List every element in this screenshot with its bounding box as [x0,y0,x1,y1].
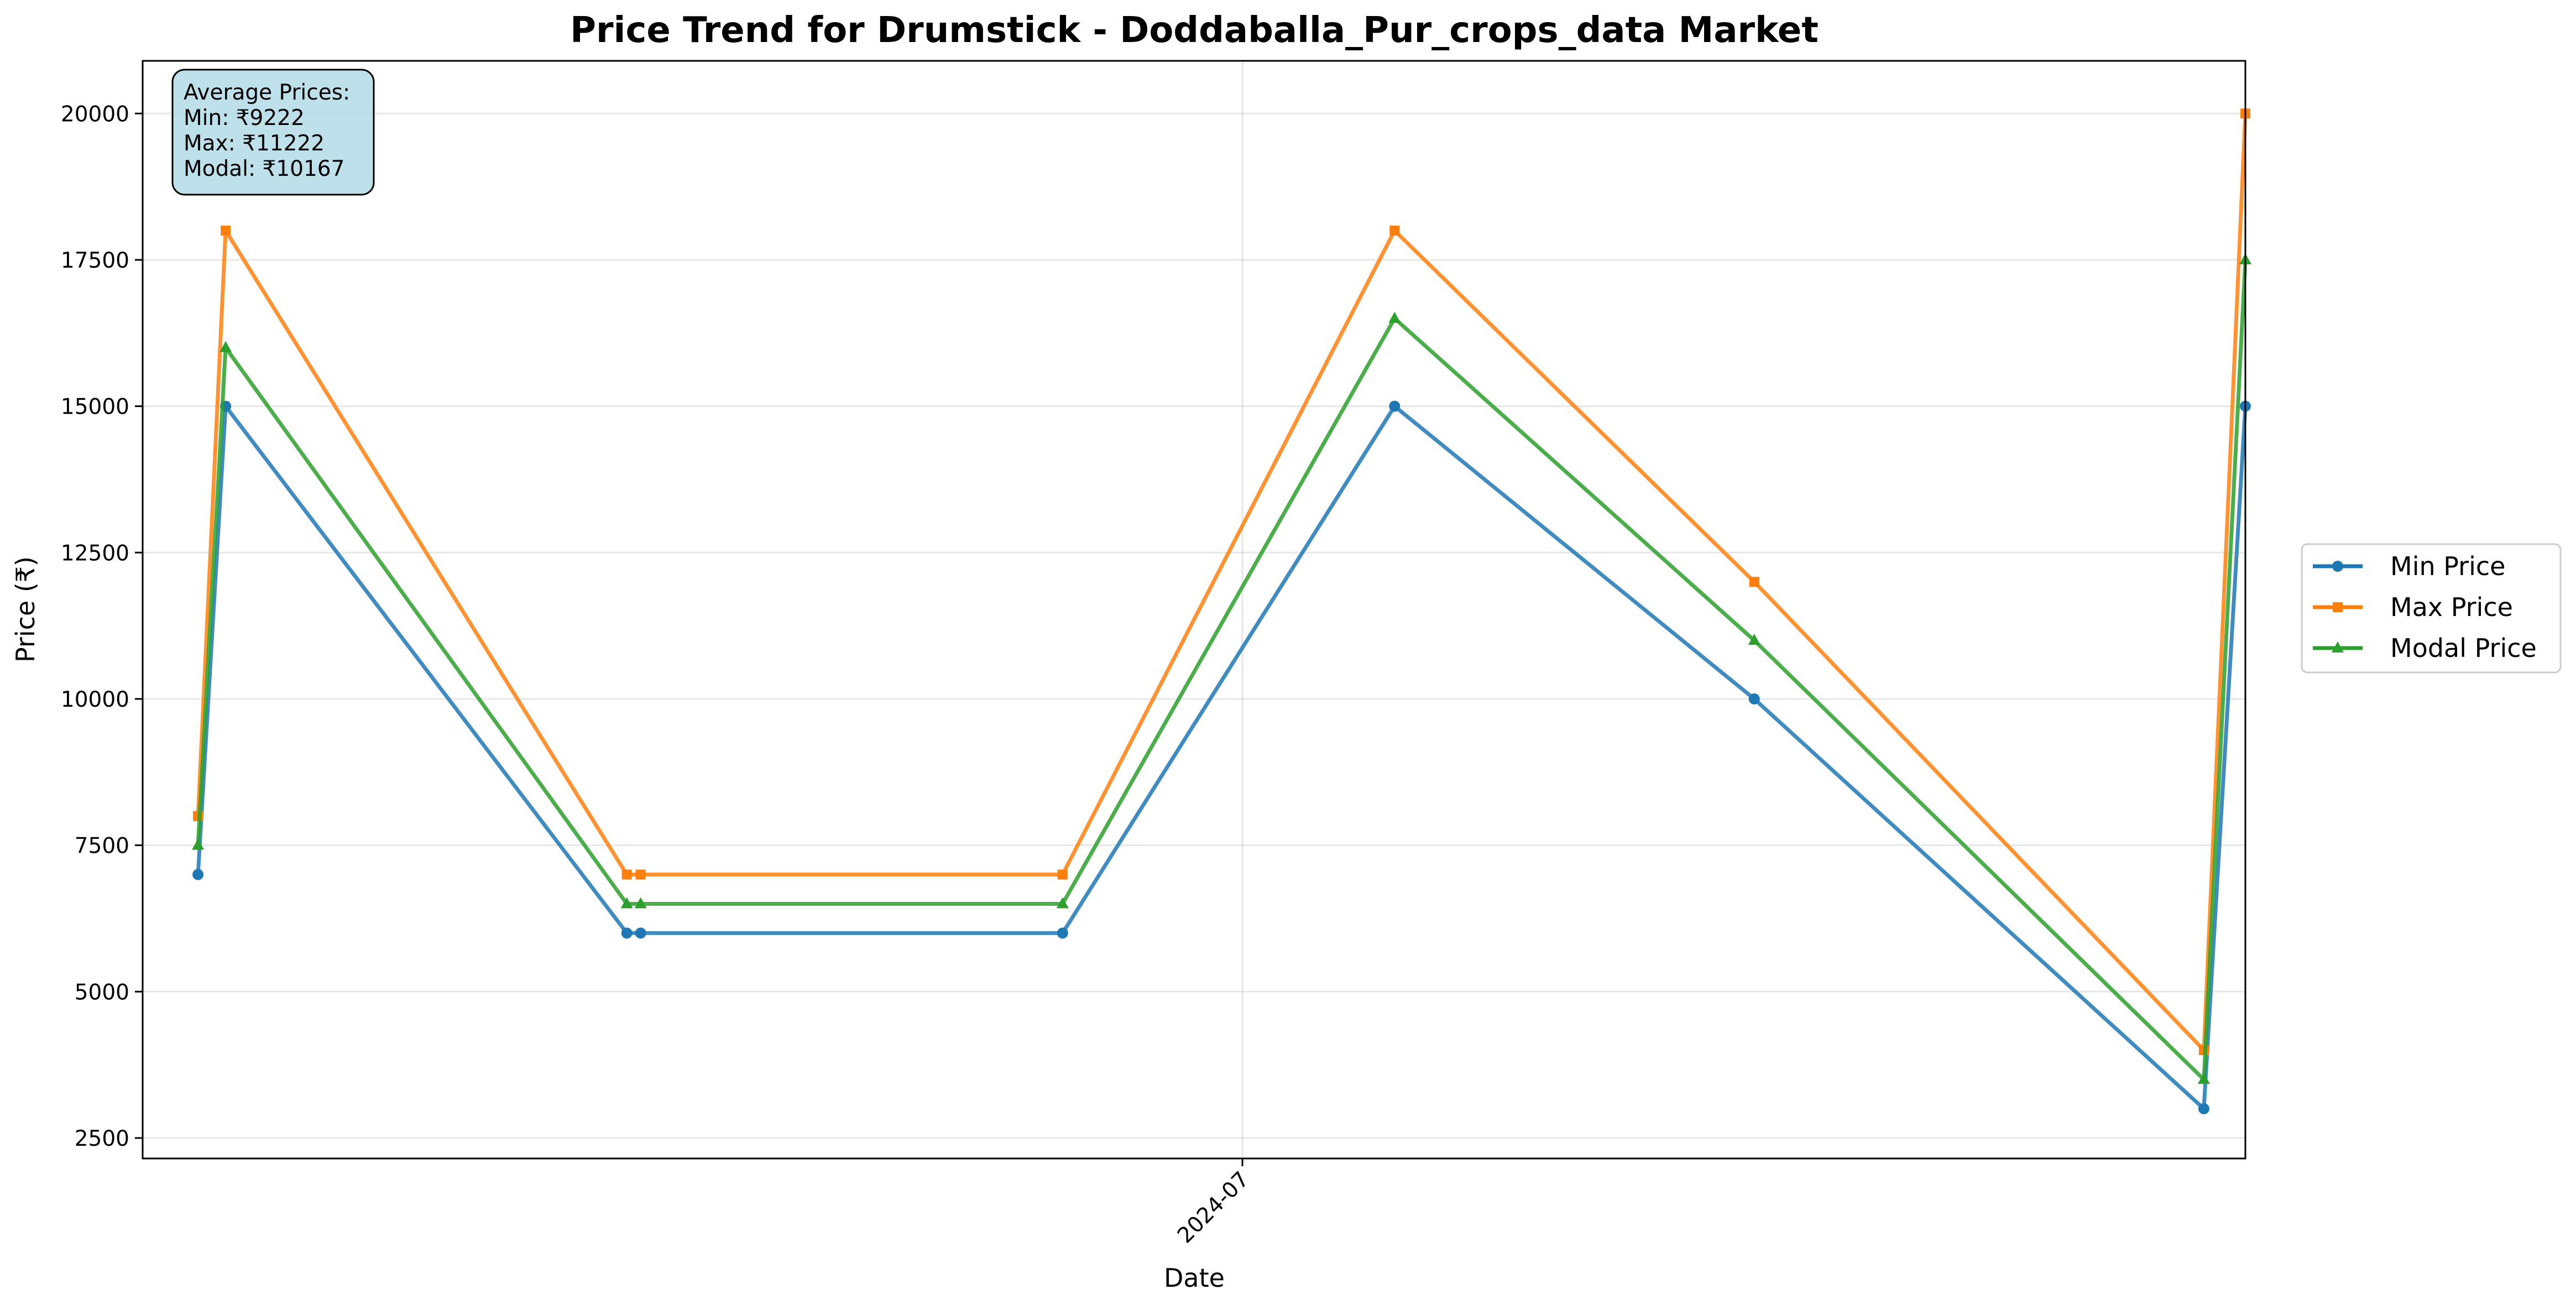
data-point-max-price [635,869,646,880]
data-point-modal-price [634,897,647,909]
data-point-min-price [1389,400,1401,412]
data-point-modal-price [220,341,232,352]
x-axis-label: Date [1164,1263,1225,1293]
data-point-min-price [2198,1103,2209,1115]
plot-frame [142,60,2246,1160]
legend-entry-min-price: Min Price [2313,551,2505,581]
y-tick-label: 15000 [61,395,129,420]
legend-label-modal-price: Modal Price [2390,633,2537,663]
data-point-min-price [635,927,646,939]
y-tick-label: 10000 [61,687,129,712]
y-tick-label: 17500 [61,248,129,273]
grid [143,61,2245,1158]
series-min-price [192,400,2251,1115]
y-tick-label: 20000 [61,102,129,127]
average-prices-heading: Average Prices: [184,80,350,105]
data-point-max-price [1749,577,1759,587]
data-point-min-price [621,927,633,939]
data-point-modal-price [1748,634,1760,645]
chart-title: Price Trend for Drumstick - Doddaballa_P… [570,10,1819,51]
y-axis: 2500 5000 7500 10000 12500 15000 17500 20000 [61,102,143,1151]
legend-marker-min-price [2332,561,2343,572]
legend-frame [2301,543,2562,674]
data-point-max-price [221,226,231,236]
average-modal-price: Modal: ₹10167 [184,156,344,181]
data-point-min-price [1057,927,1068,939]
average-max-price: Max: ₹11222 [184,131,325,156]
y-tick-label: 12500 [61,541,129,566]
y-tick-label: 5000 [75,980,129,1005]
data-point-modal-price [620,897,633,909]
data-point-min-price [192,869,204,880]
legend-marker-max-price [2333,602,2343,612]
legend: Min Price Max Price Modal Price [2301,543,2562,674]
data-point-max-price [621,869,632,880]
series-group [192,108,2251,1115]
data-point-modal-price [2197,1073,2210,1084]
y-axis-label: Price (₹) [11,556,40,662]
legend-label-min-price: Min Price [2390,551,2505,581]
data-point-modal-price [1388,311,1401,323]
data-point-max-price [1057,869,1068,880]
y-tick-label: 7500 [75,834,129,859]
data-point-modal-price [1056,897,1069,909]
data-point-min-price [1748,693,1760,704]
legend-entry-modal-price: Modal Price [2313,633,2537,663]
average-min-price: Min: ₹9222 [184,106,305,131]
y-tick-label: 2500 [75,1126,129,1151]
data-point-max-price [1389,226,1400,236]
series-modal-price [192,253,2251,1084]
legend-label-max-price: Max Price [2390,592,2513,622]
data-point-modal-price [192,838,205,850]
average-prices-background [171,69,375,196]
average-prices-box: Average Prices: Min: ₹9222 Max: ₹11222 M… [171,69,375,196]
legend-entry-max-price: Max Price [2313,592,2513,622]
legend-marker-modal-price [2332,641,2344,653]
